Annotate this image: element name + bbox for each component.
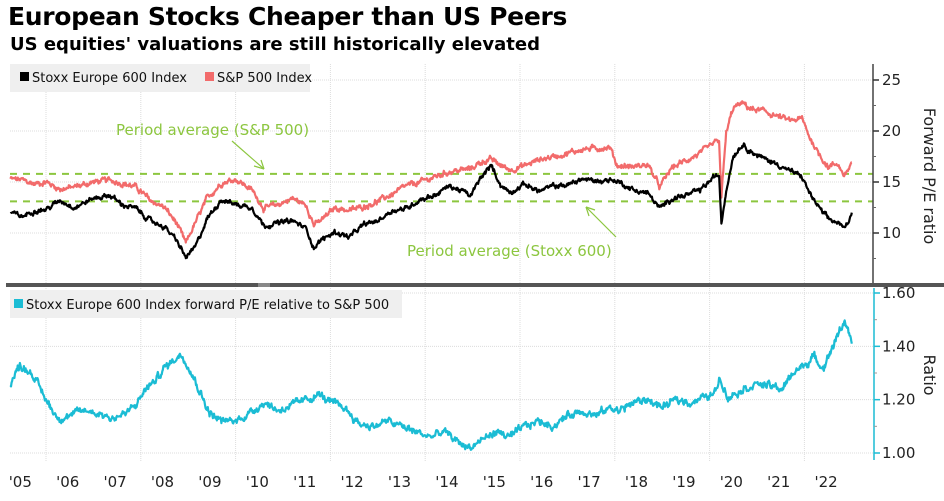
annotation-stoxx-average-label: Period average (Stoxx 600) xyxy=(407,242,612,260)
sp500-line xyxy=(9,100,853,244)
top-panel-reference-lines xyxy=(10,172,873,203)
x-tick-label: '18 xyxy=(625,473,648,491)
x-tick-label: '07 xyxy=(103,473,126,491)
x-tick-label: '08 xyxy=(151,473,174,491)
x-axis-tick-labels: '05 '06 '07 '08 '09 '10 '11 '12 '13 '14 '15 '16 '17 '… xyxy=(9,473,838,491)
legend-label-sp500: S&P 500 Index xyxy=(217,71,312,86)
annotation-sp500-arrow-head xyxy=(253,159,265,170)
legend-label-stoxx: Stoxx Europe 600 Index xyxy=(32,71,187,86)
x-tick-label: '16 xyxy=(530,473,553,491)
annotation-stoxx-arrow-shaft xyxy=(585,206,617,238)
legend-swatch-sp500 xyxy=(205,72,214,81)
bottom-y-tick-label: 1.20 xyxy=(882,391,915,409)
bottom-y-tick-label: 1.40 xyxy=(882,337,915,355)
top-legend-background xyxy=(10,64,310,92)
top-panel-series xyxy=(9,100,853,260)
x-tick-label: '06 xyxy=(56,473,79,491)
top-y-tick-label: 15 xyxy=(882,173,901,191)
legend-label-ratio: Stoxx Europe 600 Index forward P/E relat… xyxy=(26,298,389,313)
legend-swatch-ratio xyxy=(14,299,23,308)
annotation-sp500-arrow-shaft xyxy=(231,140,265,170)
stoxx-line xyxy=(9,142,853,260)
annotation-sp500-average: Period average (S&P 500) xyxy=(116,121,309,170)
x-tick-label: '05 xyxy=(9,473,32,491)
x-tick-label: '14 xyxy=(435,473,458,491)
x-tick-label: '09 xyxy=(198,473,221,491)
annotation-stoxx-arrow-head xyxy=(585,206,596,217)
x-tick-label: '11 xyxy=(293,473,316,491)
x-tick-label: '21 xyxy=(767,473,790,491)
bottom-panel-series xyxy=(9,319,853,451)
top-y-tick-label: 10 xyxy=(882,224,901,242)
chart-subtitle: US equities' valuations are still histor… xyxy=(10,34,540,55)
annotation-sp500-average-label: Period average (S&P 500) xyxy=(116,121,309,139)
bottom-legend-background xyxy=(10,290,402,318)
x-tick-label: '17 xyxy=(577,473,600,491)
panel-divider[interactable] xyxy=(6,283,944,287)
x-tick-label: '13 xyxy=(388,473,411,491)
x-tick-label: '22 xyxy=(814,473,837,491)
x-tick-label: '15 xyxy=(483,473,506,491)
legend-swatch-stoxx xyxy=(20,72,29,81)
x-tick-label: '12 xyxy=(340,473,363,491)
panel-divider-handle[interactable] xyxy=(258,283,270,287)
bottom-y-tick-label: 1.00 xyxy=(882,444,915,462)
top-panel-gridlines xyxy=(10,64,873,283)
bottom-y-tick-label: 1.60 xyxy=(882,284,915,302)
x-tick-label: '19 xyxy=(672,473,695,491)
top-y-tick-label: 25 xyxy=(882,71,901,89)
x-tick-label: '10 xyxy=(246,473,269,491)
bottom-legend: Stoxx Europe 600 Index forward P/E relat… xyxy=(10,290,402,318)
top-y-axis-title: Forward P/E ratio xyxy=(920,108,939,245)
chart-title: European Stocks Cheaper than US Peers xyxy=(8,2,568,31)
x-tick-label: '20 xyxy=(720,473,743,491)
ratio-line xyxy=(9,319,853,451)
top-y-axis-ticks: 10 15 20 25 xyxy=(873,71,901,259)
annotation-stoxx-average: Period average (Stoxx 600) xyxy=(407,206,617,260)
top-legend: Stoxx Europe 600 Index S&P 500 Index xyxy=(10,64,312,92)
top-y-tick-label: 20 xyxy=(882,122,901,140)
bottom-y-axis-title: Ratio xyxy=(920,354,939,395)
bottom-y-axis-ticks: 1.00 1.20 1.40 1.60 xyxy=(874,284,915,462)
